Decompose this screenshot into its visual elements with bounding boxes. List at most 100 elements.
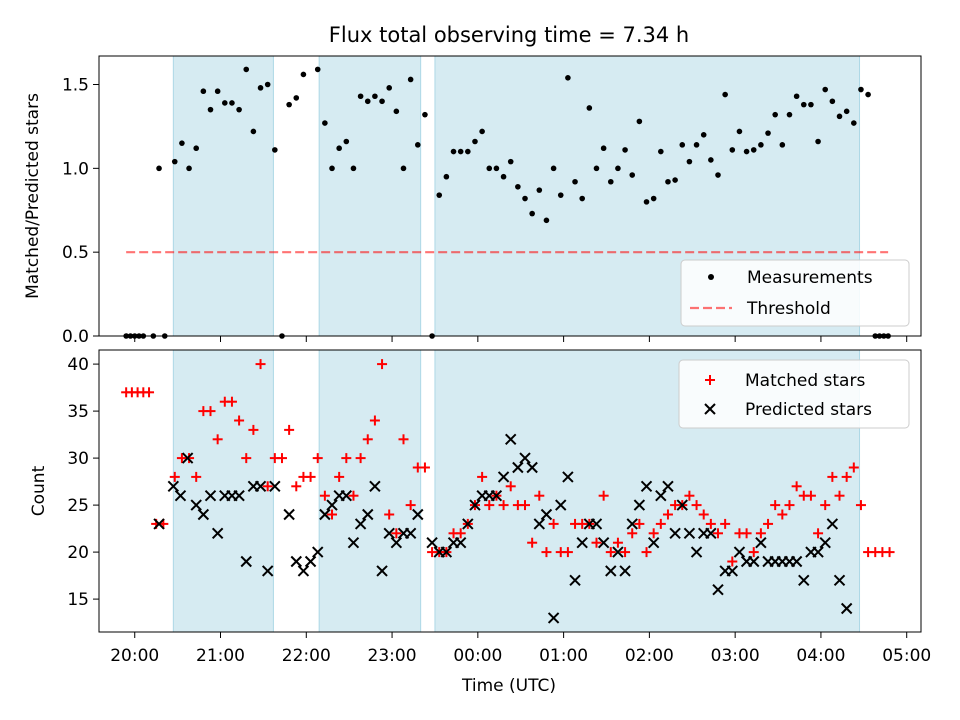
predicted-point	[597, 536, 610, 549]
predicted-point	[304, 555, 317, 568]
top-legend-box	[680, 259, 910, 327]
measurement-point	[207, 106, 214, 113]
predicted-point	[798, 574, 810, 587]
top-y-tick-label: 1.5	[62, 76, 89, 96]
predicted-point	[576, 536, 588, 549]
predicted-point	[633, 499, 646, 511]
matched-point	[548, 518, 559, 529]
bottom-y-tick-label: 30	[67, 449, 89, 469]
top-axes-frame	[98, 55, 922, 337]
measurement-point	[572, 178, 578, 185]
x-tick-label: 22:00	[282, 646, 331, 666]
matched-point	[255, 359, 266, 370]
measurement-point	[600, 145, 607, 152]
predicted-point	[562, 471, 574, 483]
bottom-y-ticks: 15 20 25 30 35 40	[67, 355, 99, 610]
measurement-point	[250, 128, 257, 135]
measurement-point	[465, 148, 471, 155]
predicted-point	[555, 499, 567, 511]
predicted-point	[497, 471, 510, 483]
matched-point	[362, 434, 373, 445]
matched-point	[305, 471, 316, 482]
predicted-point	[533, 518, 546, 530]
predicted-point	[790, 555, 803, 568]
measurement-point	[658, 148, 664, 155]
bottom-y-tick-label: 40	[67, 355, 89, 375]
measurement-point	[550, 165, 557, 172]
predicted-point	[347, 536, 360, 549]
top-y-ticks: 0.0 0.5 1.0 1.5	[62, 76, 99, 347]
legend-cross	[704, 403, 716, 415]
predicted-point	[519, 452, 531, 464]
predicted-point	[204, 489, 217, 502]
predicted-point	[626, 518, 638, 530]
predicted-point	[755, 536, 767, 549]
predicted-point	[569, 574, 581, 587]
measurement-point	[607, 178, 614, 185]
measurement-point	[772, 111, 778, 118]
matched-point	[627, 528, 638, 539]
matched-point	[391, 528, 402, 539]
measurement-point	[314, 66, 321, 73]
matched-point	[484, 500, 495, 511]
measurement-point	[357, 93, 364, 100]
measurement-point	[272, 147, 278, 153]
measurement-point	[708, 157, 714, 163]
predicted-point	[354, 518, 367, 530]
predicted-point	[181, 452, 194, 464]
predicted-point	[254, 480, 267, 493]
measurement-point	[808, 101, 814, 108]
measurement-point	[815, 138, 821, 145]
bottom-panel: 15 20 25 30 35 40 20:00 21:00 22:00 23:00 00:00 01…	[29, 349, 931, 696]
matched-point	[377, 359, 388, 370]
predicted-point	[733, 546, 746, 558]
matched-point	[598, 490, 609, 501]
predicted-point	[283, 508, 295, 521]
measurement-point	[372, 93, 378, 100]
measurement-point	[407, 76, 414, 83]
x-tick-label: 23:00	[368, 646, 417, 666]
legend-matched-marker	[705, 375, 715, 385]
x-tick-label: 00:00	[453, 646, 502, 666]
measurement-point	[615, 165, 621, 172]
matched-point	[369, 415, 380, 426]
measurement-point	[443, 173, 450, 180]
matched-point	[144, 387, 155, 398]
top-y-tick-label: 0.5	[62, 243, 89, 263]
matched-point	[655, 518, 666, 529]
predicted-points	[153, 433, 853, 624]
predicted-point	[683, 527, 696, 540]
measurement-point	[679, 142, 686, 148]
predicted-point	[412, 508, 424, 521]
predicted-point	[812, 546, 824, 558]
matched-point	[662, 509, 673, 520]
legend-matched-label: Matched stars	[745, 371, 865, 391]
legend-threshold-label: Threshold	[746, 299, 831, 319]
predicted-point	[369, 480, 381, 493]
predicted-point	[619, 565, 631, 577]
measurement-point	[350, 165, 357, 172]
matched-point	[319, 490, 330, 501]
predicted-point	[390, 536, 403, 549]
matched-point	[205, 406, 216, 417]
predicted-point	[748, 555, 760, 568]
matched-point	[813, 528, 824, 539]
predicted-point	[167, 480, 180, 493]
matched-point	[848, 462, 859, 473]
measurement-point	[486, 165, 493, 172]
predicted-point	[726, 565, 739, 577]
measurement-point	[264, 81, 271, 88]
predicted-point	[640, 480, 653, 493]
x-tick-label: 05:00	[882, 646, 931, 666]
measurement-point	[179, 140, 185, 146]
measurement-point	[493, 165, 500, 172]
matched-point	[419, 462, 430, 473]
matched-point	[398, 434, 409, 445]
matched-point	[720, 518, 731, 529]
matched-point	[741, 528, 752, 539]
matched-point	[327, 509, 338, 520]
measurement-point	[822, 86, 829, 93]
matched-point	[341, 453, 352, 464]
observing-period-2	[318, 55, 422, 337]
predicted-point	[153, 518, 165, 530]
